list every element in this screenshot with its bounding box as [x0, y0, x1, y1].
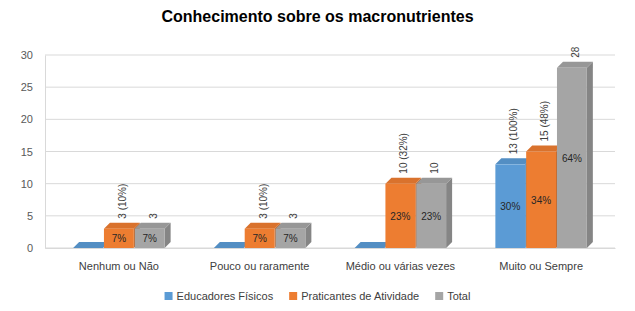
x-tick-label: Muito ou Sempre	[499, 260, 583, 272]
data-label: 3 (10%)	[258, 184, 269, 219]
bar-top	[73, 242, 109, 248]
x-axis: Nenhum ou Não Pouco ou raramente Médio ou …	[46, 248, 616, 272]
bar	[135, 229, 165, 248]
bar	[416, 184, 446, 248]
bar-top	[104, 223, 140, 229]
bar	[355, 248, 385, 249]
percent-label: 23%	[421, 211, 441, 222]
percent-label: 64%	[562, 153, 582, 164]
legend-label: Praticantes de Atividade	[301, 290, 419, 302]
bar-top	[526, 146, 562, 152]
x-tick: Muito ou Sempre	[499, 248, 583, 272]
chart-container: Conhecimento sobre os macronutrientes 0 5 1…	[0, 0, 635, 311]
percent-label: 7%	[252, 233, 267, 244]
bar-top	[245, 223, 281, 229]
y-tick-label: 20	[21, 113, 33, 125]
bar	[557, 68, 587, 248]
bar-top	[275, 223, 311, 229]
percent-label: 7%	[142, 233, 157, 244]
legend-item: Educadores Físicos	[165, 290, 274, 302]
data-label: 10 (32%)	[398, 133, 409, 174]
bar-top	[495, 158, 531, 164]
bar-top	[557, 62, 593, 68]
legend: Educadores Físicos Praticantes de Ativida…	[165, 290, 471, 302]
bars	[73, 62, 593, 248]
y-tick-label: 25	[21, 81, 33, 93]
x-tick-label: Pouco ou raramente	[210, 260, 310, 272]
bar-top	[135, 223, 171, 229]
data-label: 15 (48%)	[539, 101, 550, 142]
y-tick-label: 0	[27, 242, 33, 254]
y-tick: 25	[21, 81, 45, 93]
y-tick-label: 15	[21, 146, 33, 158]
data-label: 3	[288, 213, 299, 219]
percent-label: 7%	[112, 233, 127, 244]
percent-label: 30%	[500, 201, 520, 212]
data-label: 28	[570, 46, 581, 58]
bar	[385, 184, 415, 248]
y-tick: 10	[21, 178, 45, 190]
bar	[495, 164, 525, 248]
bar-top	[214, 242, 250, 248]
y-tick: 5	[27, 210, 45, 222]
grid-line	[45, 55, 615, 56]
data-label: 10	[429, 162, 440, 174]
legend-swatch	[289, 292, 297, 300]
bar-side	[446, 178, 452, 248]
bar-top	[355, 242, 391, 248]
grid-line	[45, 119, 615, 120]
chart: Conhecimento sobre os macronutrientes 0 5 1…	[0, 0, 635, 311]
y-axis-line	[45, 56, 46, 249]
bar	[526, 152, 556, 249]
y-tick-label: 30	[21, 49, 33, 61]
y-tick: 30	[21, 49, 45, 61]
bar-top	[416, 178, 452, 184]
data-label: 3	[148, 213, 159, 219]
legend-label: Educadores Físicos	[177, 290, 274, 302]
legend-item: Praticantes de Atividade	[289, 290, 419, 302]
x-tick: Pouco ou raramente	[210, 248, 310, 272]
x-tick: Nenhum ou Não	[79, 248, 159, 272]
data-labels: 13 (100%) 30% 3 (10%) 7% 3 (10%) 7% 10 (32%) 23…	[112, 46, 582, 244]
bar	[245, 229, 275, 248]
series-bars	[104, 146, 562, 249]
legend-swatch	[435, 292, 443, 300]
percent-label: 7%	[283, 233, 298, 244]
y-tick: 20	[21, 113, 45, 125]
legend-label: Total	[447, 290, 470, 302]
grid-line	[45, 87, 615, 88]
legend-item: Total	[435, 290, 470, 302]
x-axis-line	[46, 248, 616, 249]
series-bars	[73, 158, 531, 248]
bar-side	[587, 62, 593, 248]
bar-top	[385, 178, 421, 184]
bar	[73, 248, 103, 249]
percent-label: 34%	[531, 195, 551, 206]
title: Conhecimento sobre os macronutrientes	[161, 8, 473, 25]
x-tick-label: Médio ou várias vezes	[346, 260, 456, 272]
x-tick-label: Nenhum ou Não	[79, 260, 159, 272]
grid	[45, 55, 615, 248]
bar	[275, 229, 305, 248]
bar	[104, 229, 134, 248]
y-tick-label: 10	[21, 178, 33, 190]
y-tick: 15	[21, 146, 45, 158]
y-tick: 0	[27, 242, 45, 254]
data-label: 13 (100%)	[508, 108, 519, 154]
percent-label: 23%	[390, 211, 410, 222]
series-bars	[135, 62, 593, 248]
y-axis: 0 5 10 15 20 25 30	[21, 49, 46, 254]
data-label: 3 (10%)	[117, 184, 128, 219]
x-tick: Médio ou várias vezes	[346, 248, 456, 272]
y-tick-label: 5	[27, 210, 33, 222]
legend-swatch	[165, 292, 173, 300]
bar	[214, 248, 244, 249]
